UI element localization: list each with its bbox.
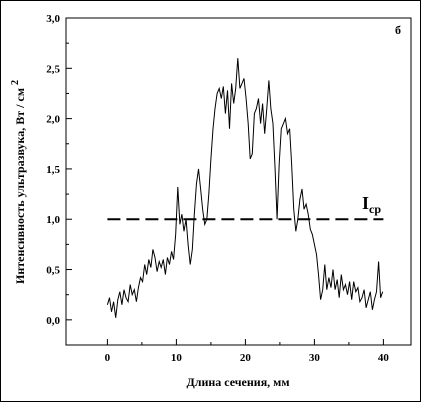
mean-intensity-subscript: ср — [369, 202, 381, 216]
y-tick-label: 2,5 — [46, 63, 60, 75]
x-axis: 0 10 20 30 40 — [105, 339, 390, 364]
mean-intensity-symbol: I — [362, 193, 369, 213]
y-tick-label: 3,0 — [46, 13, 60, 25]
y-tick-label: 1,0 — [46, 214, 60, 226]
y-axis-title-exponent: 2 — [10, 80, 21, 85]
y-tick-label: 0,5 — [46, 265, 60, 277]
x-tick-label: 0 — [105, 352, 111, 364]
x-tick-label: 30 — [309, 352, 321, 364]
x-axis-title: Длина сечения, мм — [186, 375, 289, 389]
y-axis-title: Интенсивность ультразвука, Вт / см 2 — [10, 80, 27, 284]
x-tick-label: 20 — [240, 352, 252, 364]
intensity-series-line — [106, 58, 384, 318]
y-tick-label: 2,0 — [46, 114, 60, 126]
plot-area — [65, 17, 412, 346]
y-tick-label: 0,0 — [46, 315, 60, 327]
x-tick-label: 40 — [378, 352, 390, 364]
mean-intensity-label: Iср — [362, 193, 381, 216]
y-axis-title-main: Интенсивность ультразвука, Вт / см — [13, 88, 27, 284]
x-tick-label: 10 — [171, 352, 183, 364]
y-tick-label: 1,5 — [46, 164, 60, 176]
panel-label: б — [395, 23, 401, 37]
y-axis: 0,0 0,5 1,0 1,5 2,0 2,5 3,0 — [46, 13, 72, 327]
